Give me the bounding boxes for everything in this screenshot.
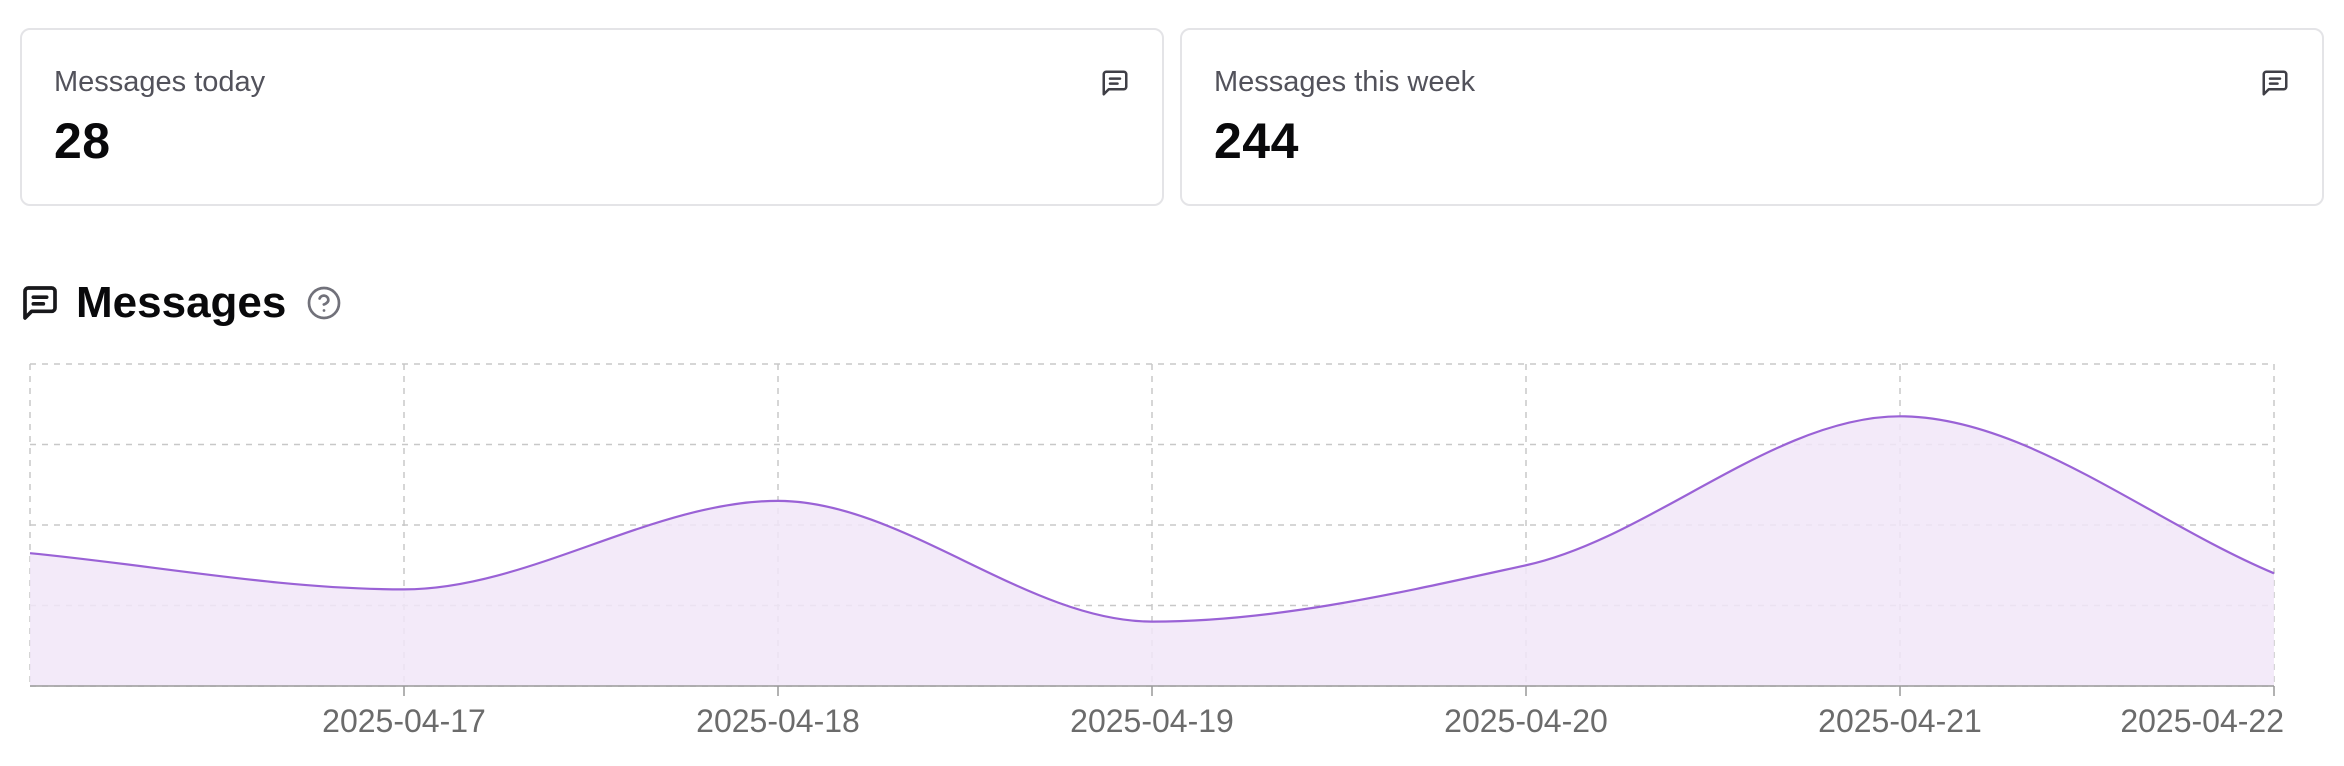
message-square-icon — [2262, 70, 2288, 96]
messages-today-value: 28 — [54, 113, 111, 169]
messages-week-card: Messages this week 244 — [1180, 28, 2324, 206]
section-title: Messages — [76, 278, 287, 327]
x-axis-ticks: 2025-04-17 2025-04-18 2025-04-19 2025-04-20… — [322, 686, 2284, 739]
help-circle-icon[interactable] — [306, 285, 342, 321]
x-tick-label: 2025-04-22 — [2120, 703, 2284, 739]
series-line — [29, 415, 2275, 623]
x-tick-label: 2025-04-19 — [1070, 703, 1234, 739]
series-area — [30, 416, 2274, 686]
message-square-icon — [1102, 70, 1128, 96]
x-tick-label: 2025-04-21 — [1818, 703, 1982, 739]
messages-week-label: Messages this week — [1214, 66, 1476, 98]
x-tick-label: 2025-04-17 — [322, 703, 486, 739]
messages-today-label: Messages today — [54, 66, 266, 98]
messages-week-value: 244 — [1214, 113, 1299, 169]
x-tick-label: 2025-04-20 — [1444, 703, 1608, 739]
messages-section-header: Messages — [20, 272, 342, 334]
messages-today-card: Messages today 28 — [20, 28, 1164, 206]
messages-chart: 2025-04-17 2025-04-18 2025-04-19 2025-04-20… — [0, 350, 2344, 750]
message-square-icon — [23, 286, 57, 320]
messages-area-chart: 2025-04-17 2025-04-18 2025-04-19 2025-04-20… — [29, 363, 2284, 739]
x-tick-label: 2025-04-18 — [696, 703, 860, 739]
